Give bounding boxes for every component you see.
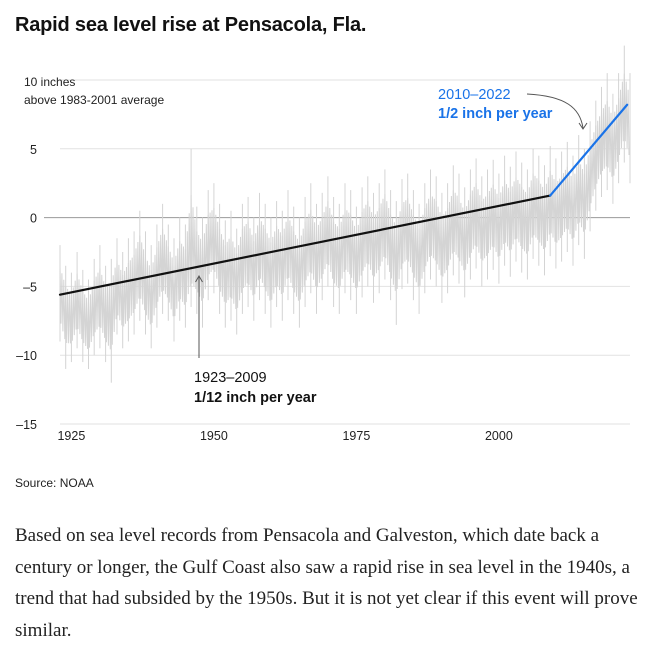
- annotation-black-period: 1923–2009: [194, 370, 267, 386]
- data-series-line: [59, 73, 630, 350]
- x-tick-label: 1975: [342, 429, 370, 443]
- x-tick-label: 1950: [200, 429, 228, 443]
- annotations: 1923–2009 1/12 inch per year 2010–2022 1…: [194, 87, 588, 406]
- x-tick-label: 1925: [57, 429, 85, 443]
- annotation-blue-rate: 1/2 inch per year: [438, 106, 553, 122]
- y-axis-unit-label: 10 inches: [24, 75, 75, 89]
- y-axis-unit-sublabel: above 1983-2001 average: [24, 93, 164, 107]
- source-note: Source: NOAA: [15, 476, 94, 490]
- x-tick-label: 2000: [485, 429, 513, 443]
- annotation-blue-period: 2010–2022: [438, 87, 511, 103]
- y-tick-label: –10: [16, 349, 37, 363]
- article-paragraph: Based on sea level records from Pensacol…: [15, 525, 638, 641]
- trend-lines: [58, 103, 629, 296]
- annotation-arrow-blue: [526, 93, 584, 129]
- trend-line-2010-2022: [549, 103, 629, 197]
- y-axis-labels: 5 0 –5 –10 –15: [16, 143, 37, 432]
- annotation-arrowhead-black: [195, 275, 203, 283]
- x-axis-labels: 1925 1950 1975 2000: [57, 429, 512, 443]
- annotation-arrowhead-blue: [578, 122, 588, 130]
- trend-line-1923-2009: [58, 194, 552, 296]
- raw-data-series: [59, 45, 631, 383]
- annotation-black-rate: 1/12 inch per year: [194, 390, 317, 406]
- y-tick-label: –5: [23, 280, 37, 294]
- y-tick-label: 5: [30, 143, 37, 157]
- chart-title: Rapid sea level rise at Pensacola, Fla.: [15, 14, 367, 36]
- y-tick-label: 0: [30, 212, 37, 226]
- y-tick-label: –15: [16, 418, 37, 432]
- sea-level-chart: 5 0 –5 –10 –15 10 inches above 1983-2001 ave…: [16, 45, 631, 443]
